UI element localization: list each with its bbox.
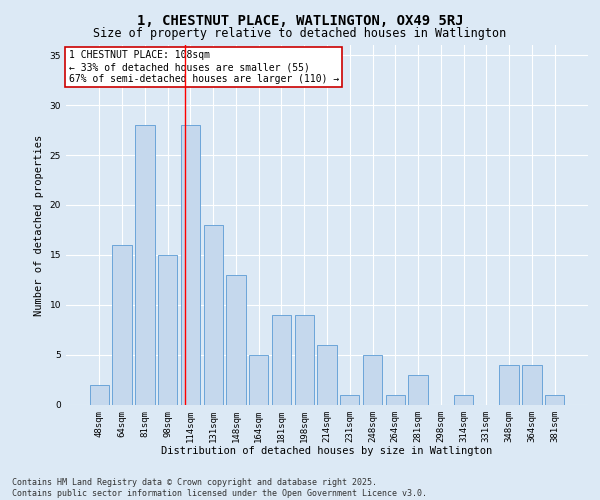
Bar [317,345,337,405]
Bar [226,275,245,405]
Bar [158,255,178,405]
Y-axis label: Number of detached properties: Number of detached properties [34,134,44,316]
Bar [499,365,519,405]
Bar [545,395,564,405]
Bar [340,395,359,405]
Text: Size of property relative to detached houses in Watlington: Size of property relative to detached ho… [94,28,506,40]
Bar [90,385,109,405]
Bar [181,125,200,405]
Text: 1, CHESTNUT PLACE, WATLINGTON, OX49 5RJ: 1, CHESTNUT PLACE, WATLINGTON, OX49 5RJ [137,14,463,28]
Bar [409,375,428,405]
Bar [522,365,542,405]
Text: 1 CHESTNUT PLACE: 108sqm
← 33% of detached houses are smaller (55)
67% of semi-d: 1 CHESTNUT PLACE: 108sqm ← 33% of detach… [68,50,339,84]
Bar [272,315,291,405]
Text: Contains HM Land Registry data © Crown copyright and database right 2025.
Contai: Contains HM Land Registry data © Crown c… [12,478,427,498]
X-axis label: Distribution of detached houses by size in Watlington: Distribution of detached houses by size … [161,446,493,456]
Bar [363,355,382,405]
Bar [203,225,223,405]
Bar [295,315,314,405]
Bar [135,125,155,405]
Bar [386,395,405,405]
Bar [112,245,132,405]
Bar [249,355,268,405]
Bar [454,395,473,405]
